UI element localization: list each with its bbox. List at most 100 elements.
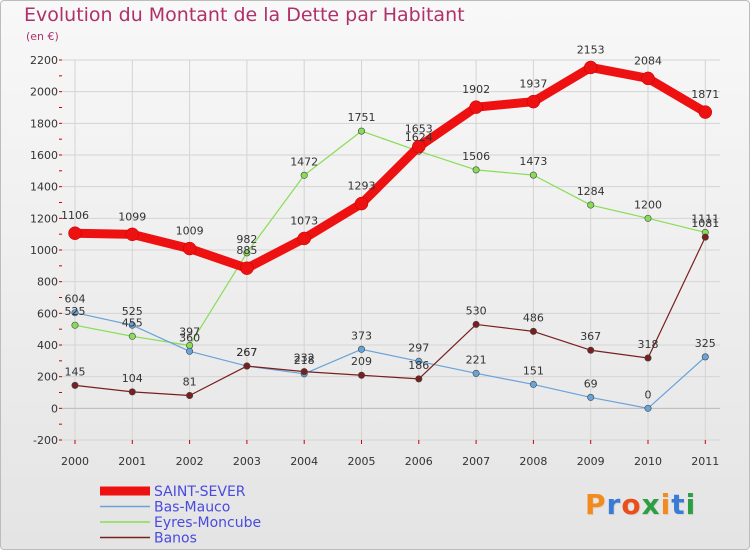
- x-tick-label: 2004: [290, 455, 318, 468]
- grid: [62, 59, 720, 441]
- data-label: 0: [645, 388, 652, 401]
- data-label: 218: [294, 354, 315, 367]
- y-tick-label: 0: [51, 402, 58, 415]
- data-label: 1099: [118, 210, 146, 223]
- y-tick-label: 400: [37, 339, 58, 352]
- x-tick-label: 2005: [348, 455, 376, 468]
- y-tick-label: 1200: [30, 212, 58, 225]
- data-point: [415, 357, 423, 365]
- data-label: 1284: [577, 185, 605, 198]
- data-label: 145: [65, 365, 86, 378]
- data-label: 530: [466, 304, 487, 317]
- y-tick-label: 1000: [30, 244, 58, 257]
- data-point: [583, 60, 598, 75]
- logo-letter: o: [621, 488, 642, 521]
- data-point: [128, 332, 136, 340]
- data-label: 104: [122, 372, 143, 385]
- data-label: 69: [584, 377, 598, 390]
- logo-letter: i: [660, 488, 672, 521]
- data-point: [698, 105, 713, 119]
- data-label: 1472: [290, 155, 318, 168]
- data-label: 2084: [634, 54, 662, 67]
- data-point: [701, 233, 709, 241]
- data-point: [641, 71, 655, 86]
- data-point: [701, 353, 709, 361]
- y-tick-label: 2200: [30, 54, 58, 67]
- data-label: 982: [236, 233, 257, 246]
- series-line-bas-mauco: [74, 312, 706, 409]
- legend-label: Bas-Mauco: [154, 500, 230, 516]
- data-label: 232: [294, 352, 315, 365]
- data-label: 1871: [691, 88, 719, 101]
- chart-subtitle: (en €): [26, 30, 59, 43]
- data-label: 604: [65, 293, 86, 306]
- data-label: 267: [236, 346, 257, 359]
- data-point: [125, 227, 140, 242]
- data-label: 81: [183, 376, 197, 389]
- data-point: [472, 369, 480, 377]
- data-point: [644, 404, 652, 412]
- data-point: [71, 309, 79, 317]
- data-point: [357, 371, 365, 379]
- data-point: [297, 231, 311, 246]
- proxiti-logo: Proxiti: [585, 488, 696, 521]
- data-point: [68, 226, 82, 240]
- data-point: [186, 347, 194, 355]
- data-point: [472, 166, 480, 174]
- legend-label: SAINT-SEVER: [154, 484, 246, 500]
- data-point: [529, 327, 537, 335]
- x-tick-label: 2001: [118, 455, 146, 468]
- data-label: 1902: [462, 83, 490, 96]
- data-label: 397: [179, 325, 200, 338]
- data-label: 525: [122, 305, 143, 318]
- data-point: [412, 139, 426, 154]
- data-point: [71, 321, 79, 329]
- logo-letter: P: [585, 488, 607, 521]
- data-label: 267: [236, 346, 257, 359]
- y-tick-label: 800: [37, 276, 58, 289]
- x-tick-label: 2008: [519, 455, 547, 468]
- y-tick-label: 2000: [30, 86, 58, 99]
- data-label: 455: [122, 316, 143, 329]
- data-label: 1751: [348, 111, 376, 124]
- data-label: 1653: [405, 123, 433, 136]
- data-label: 151: [523, 364, 544, 377]
- data-label: 1200: [634, 198, 662, 211]
- data-label: 1081: [691, 217, 719, 230]
- y-tick-label: 1600: [30, 149, 58, 162]
- data-point: [469, 100, 483, 114]
- data-label: 1506: [462, 150, 490, 163]
- data-point: [587, 201, 595, 209]
- data-label: 360: [179, 331, 200, 344]
- data-label: 486: [523, 311, 544, 324]
- data-point: [644, 354, 652, 362]
- data-label: 2153: [577, 43, 605, 56]
- x-tick-label: 2006: [405, 455, 433, 468]
- legend-label: Eyres-Moncube: [154, 515, 261, 531]
- data-label: 525: [65, 305, 86, 318]
- data-label: 373: [351, 329, 372, 342]
- data-point: [186, 392, 194, 400]
- logo-letter: t: [671, 488, 686, 521]
- chart-title: Evolution du Montant de la Dette par Hab…: [24, 4, 465, 26]
- axes: -200 0 200 400 600 800 1000 1200 1400 1600 1800 200…: [30, 54, 719, 468]
- data-label: 1111: [691, 212, 719, 225]
- logo-letter: r: [606, 488, 622, 521]
- data-point: [529, 171, 537, 179]
- data-label: 1073: [290, 214, 318, 227]
- data-label: 367: [580, 330, 601, 343]
- x-tick-label: 2011: [691, 455, 719, 468]
- logo-letter: i: [685, 488, 697, 521]
- data-point: [300, 171, 308, 179]
- data-point: [243, 249, 251, 257]
- y-tick-label: -200: [33, 434, 58, 447]
- data-label: 1624: [405, 131, 433, 144]
- data-label: 1937: [519, 78, 547, 91]
- x-tick-label: 2003: [233, 455, 261, 468]
- logo-letter: x: [641, 488, 661, 521]
- data-point: [300, 368, 308, 376]
- data-label: 221: [466, 353, 487, 366]
- series-line-eyres-moncube: [74, 130, 706, 347]
